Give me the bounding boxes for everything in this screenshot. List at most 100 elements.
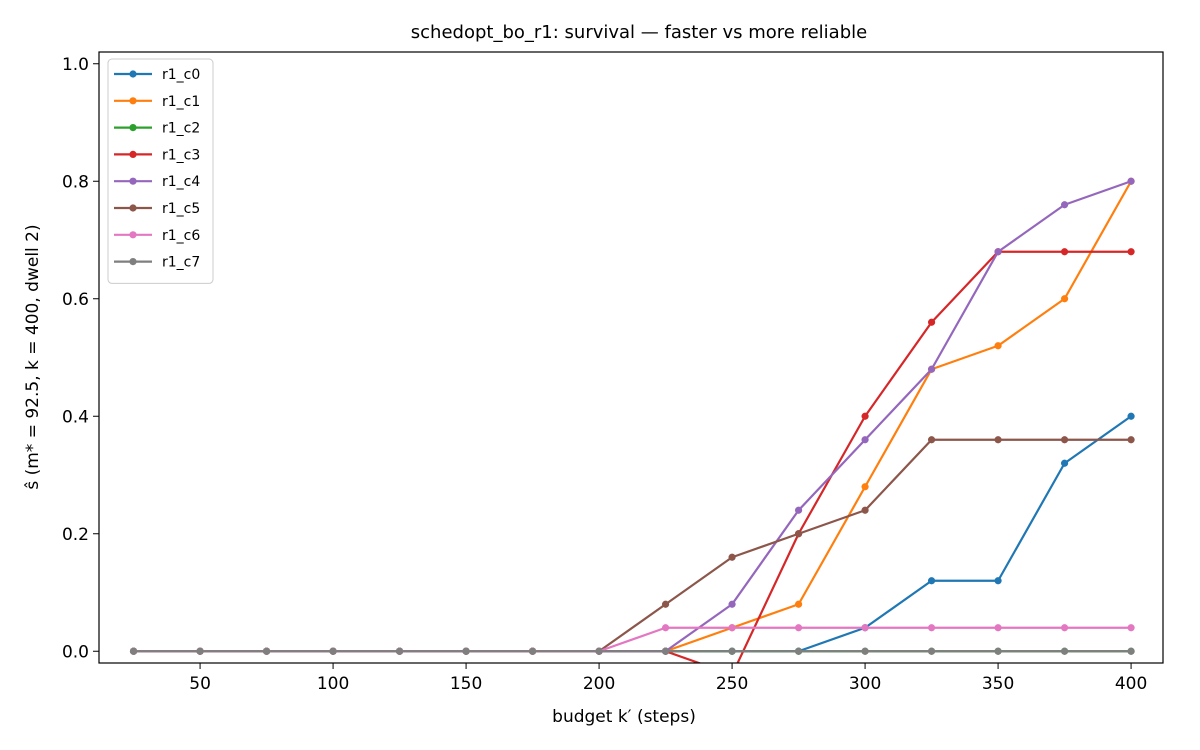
legend-label: r1_c1 [162, 94, 200, 110]
data-point-r1_c0 [927, 577, 936, 585]
data-point-r1_c7 [395, 647, 404, 655]
data-point-r1_c6 [994, 624, 1002, 632]
legend-item-r1_c6: r1_c6 [114, 228, 200, 244]
x-tick-label: 250 [716, 674, 748, 694]
data-point-r1_c4 [927, 365, 936, 373]
data-point-r1_c7 [462, 647, 470, 655]
data-point-r1_c4 [994, 248, 1002, 256]
data-point-r1_c1 [994, 342, 1002, 350]
data-point-r1_c4 [1060, 201, 1069, 209]
series-r1_c7 [129, 647, 1135, 655]
x-tick-label: 350 [982, 674, 1014, 694]
data-point-r1_c7 [861, 647, 869, 655]
legend-marker [129, 204, 137, 212]
legend-label: r1_c5 [162, 201, 200, 217]
data-point-r1_c6 [661, 624, 670, 632]
data-point-r1_c5 [994, 436, 1002, 444]
data-point-r1_c7 [528, 647, 537, 655]
data-point-r1_c6 [861, 624, 869, 632]
data-point-r1_c6 [927, 624, 936, 632]
legend-label: r1_c4 [162, 174, 200, 190]
data-point-r1_c5 [661, 600, 670, 608]
data-point-r1_c0 [1060, 459, 1069, 467]
legend-marker [129, 177, 137, 185]
data-point-r1_c6 [794, 624, 803, 632]
chart-title: schedopt_bo_r1: survival — faster vs mor… [411, 22, 867, 43]
data-point-r1_c3 [927, 318, 936, 326]
data-point-r1_c1 [861, 483, 869, 491]
data-point-r1_c7 [329, 647, 337, 655]
data-point-r1_c4 [861, 436, 869, 444]
legend-marker [129, 70, 137, 78]
series-r1_c5 [129, 436, 1135, 655]
y-tick-label: 0.4 [62, 407, 89, 427]
y-axis-ticks: 0.0 0.2 0.4 0.6 0.8 1.0 [62, 55, 99, 662]
y-tick-label: 0.8 [62, 172, 89, 192]
legend-marker [129, 231, 137, 239]
x-axis-ticks: 50 100 150 200 250 300 350 400 [189, 663, 1147, 694]
data-point-r1_c3 [1060, 248, 1069, 256]
data-point-r1_c5 [1060, 436, 1069, 444]
data-point-r1_c3 [1127, 248, 1135, 256]
data-point-r1_c6 [1060, 624, 1069, 632]
data-point-r1_c7 [794, 647, 803, 655]
data-point-r1_c5 [728, 553, 736, 561]
y-tick-label: 1.0 [62, 55, 89, 75]
series-r1_c3 [129, 248, 1135, 663]
y-tick-label: 0.2 [62, 525, 89, 545]
y-tick-label: 0.6 [62, 290, 89, 310]
series-line-r1_c5 [133, 438, 1132, 653]
legend-marker [129, 150, 137, 158]
axes-frame [98, 51, 1164, 664]
data-point-r1_c6 [728, 624, 736, 632]
series-line-r1_c0 [133, 415, 1132, 653]
data-point-r1_c7 [1127, 647, 1135, 655]
legend-label: r1_c6 [162, 228, 200, 244]
data-point-r1_c6 [1127, 624, 1135, 632]
legend-item-r1_c0: r1_c0 [114, 67, 200, 83]
data-point-r1_c5 [794, 530, 803, 538]
legend-item-r1_c7: r1_c7 [114, 255, 200, 271]
x-tick-label: 150 [450, 674, 482, 694]
data-point-r1_c7 [728, 647, 736, 655]
data-point-r1_c7 [262, 647, 271, 655]
legend: r1_c0 r1_c1 r1_c2 r1_c3 r1_c4 r1_c5 r1_c6 r1_c7 [107, 58, 214, 284]
y-tick-label: 0.0 [62, 642, 89, 662]
legend-item-r1_c1: r1_c1 [114, 94, 200, 110]
data-point-r1_c7 [196, 647, 204, 655]
data-point-r1_c7 [661, 647, 670, 655]
series-r1_c1 [129, 177, 1135, 655]
legend-item-r1_c4: r1_c4 [114, 174, 200, 190]
legend-label: r1_c0 [162, 67, 200, 83]
data-point-r1_c3 [861, 412, 869, 420]
x-tick-label: 300 [849, 674, 881, 694]
data-point-r1_c1 [1060, 295, 1069, 303]
data-point-r1_c0 [1127, 412, 1135, 420]
data-point-r1_c7 [595, 647, 603, 655]
legend-marker [129, 258, 137, 266]
series-line-r1_c3 [133, 250, 1132, 663]
legend-box [107, 58, 214, 284]
legend-item-r1_c5: r1_c5 [114, 201, 200, 217]
data-point-r1_c0 [994, 577, 1002, 585]
data-point-r1_c7 [927, 647, 936, 655]
data-point-r1_c7 [994, 647, 1002, 655]
x-tick-label: 400 [1115, 674, 1147, 694]
x-tick-label: 200 [583, 674, 615, 694]
data-point-r1_c4 [794, 506, 803, 514]
legend-label: r1_c2 [162, 121, 200, 137]
data-point-r1_c7 [129, 647, 138, 655]
legend-marker [129, 124, 137, 132]
legend-item-r1_c2: r1_c2 [114, 121, 200, 137]
plot-area [98, 51, 1164, 664]
series-r1_c0 [129, 412, 1135, 655]
legend-marker [129, 97, 137, 105]
data-point-r1_c4 [728, 600, 736, 608]
legend-label: r1_c3 [162, 147, 200, 163]
data-point-r1_c4 [1127, 177, 1135, 185]
x-tick-label: 50 [189, 674, 211, 694]
y-axis-label: ŝ (m* = 92.5, k = 400, dwell 2) [23, 224, 43, 489]
legend-item-r1_c3: r1_c3 [114, 147, 200, 163]
data-point-r1_c5 [861, 506, 869, 514]
